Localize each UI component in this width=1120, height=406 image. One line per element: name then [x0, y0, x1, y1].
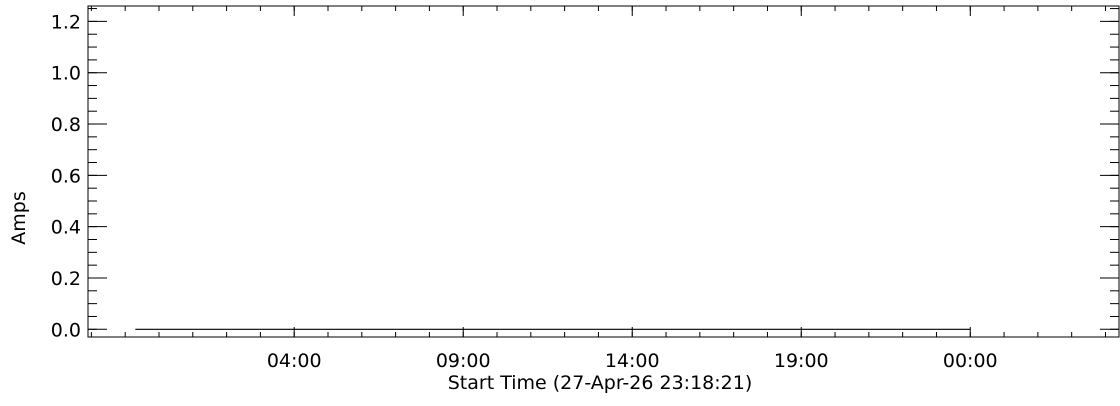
y-tick-label: 0.0: [51, 319, 81, 341]
y-tick-label: 1.0: [51, 63, 81, 85]
x-tick-label: 09:00: [436, 350, 491, 372]
y-tick-label: 0.2: [51, 268, 81, 290]
y-tick-label: 0.4: [51, 217, 81, 239]
y-tick-labels: 0.0 0.2 0.4 0.6 0.8 1.0 1.2: [51, 11, 81, 341]
x-tick-label: 00:00: [943, 350, 998, 372]
y-tick-label: 0.6: [51, 165, 81, 187]
y-tick-label: 0.8: [51, 114, 81, 136]
y-axis-label: Amps: [8, 191, 30, 244]
x-tick-label: 04:00: [267, 350, 322, 372]
plot-frame: [87, 5, 1120, 338]
x-tick-label: 19:00: [774, 350, 829, 372]
tick-marks: [88, 6, 1119, 337]
x-tick-label: 14:00: [605, 350, 660, 372]
y-tick-label: 1.2: [51, 11, 81, 33]
x-tick-labels: 04:00 09:00 14:00 19:00 00:00: [267, 350, 998, 372]
x-axis-label: Start Time (27-Apr-26 23:18:21): [448, 372, 753, 394]
